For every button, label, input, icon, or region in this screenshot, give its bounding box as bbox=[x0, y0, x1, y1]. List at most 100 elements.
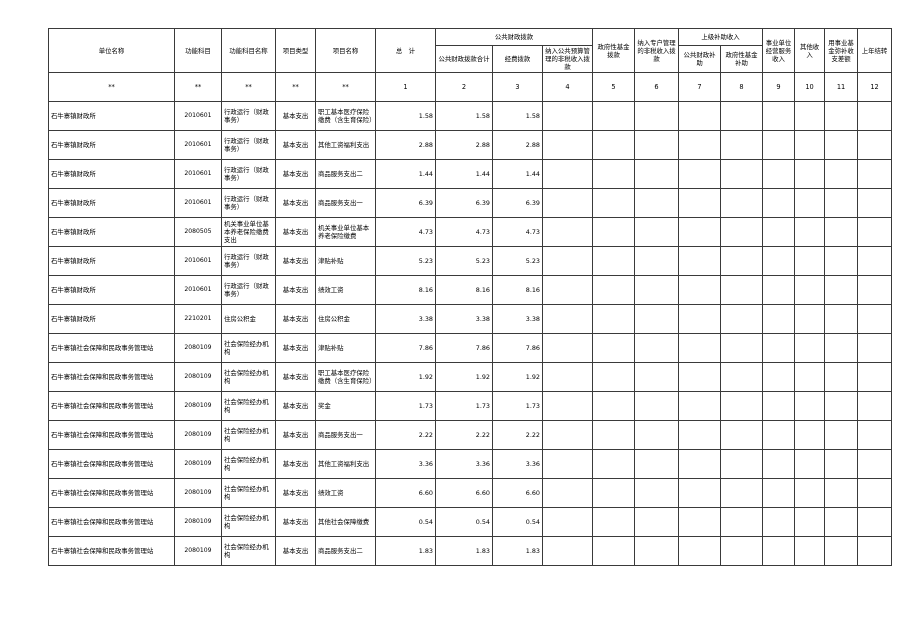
column-number: 3 bbox=[492, 72, 543, 102]
cell-public-finance-total: 3.38 bbox=[435, 304, 493, 334]
cell-gov-fund-allocation bbox=[592, 362, 636, 392]
cell-unit-name: 石牛寨镇社会保障和民政事务管理站 bbox=[48, 478, 175, 508]
cell-other-income bbox=[794, 420, 826, 450]
cell-upper-gov-fund bbox=[720, 507, 764, 537]
marker-cell: ** bbox=[221, 72, 276, 102]
cell-unit-name: 石牛寨镇财政所 bbox=[48, 246, 175, 276]
cell-upper-public-finance bbox=[678, 391, 722, 421]
cell-unit-name: 石牛寨镇财政所 bbox=[48, 130, 175, 160]
cell-public-finance-total: 6.39 bbox=[435, 188, 493, 218]
cell-public-finance-total: 7.86 bbox=[435, 333, 493, 363]
cell-nontax-special-account bbox=[634, 101, 680, 131]
cell-upper-public-finance bbox=[678, 130, 722, 160]
cell-upper-public-finance bbox=[678, 449, 722, 479]
cell-fund-balance-offset bbox=[824, 507, 859, 537]
cell-function-code: 2080109 bbox=[174, 333, 222, 363]
table-row: 石牛寨镇社会保障和民政事务管理站 2080109 社会保险经办机构 基本支出 职工基本医… bbox=[48, 362, 893, 392]
cell-project-name: 机关事业单位基本养老保险缴费 bbox=[315, 217, 376, 247]
cell-operating-allocation: 1.83 bbox=[492, 536, 543, 566]
cell-nontax-in-budget bbox=[541, 188, 594, 218]
cell-gov-fund-allocation bbox=[592, 130, 636, 160]
cell-other-income bbox=[794, 304, 826, 334]
cell-total: 1.92 bbox=[375, 362, 436, 392]
cell-nontax-in-budget bbox=[541, 217, 594, 247]
cell-unit-name: 石牛寨镇财政所 bbox=[48, 217, 175, 247]
cell-function-code: 2210201 bbox=[174, 304, 222, 334]
cell-fund-balance-offset bbox=[824, 217, 859, 247]
cell-project-type: 基本支出 bbox=[275, 420, 316, 450]
cell-operating-allocation: 1.92 bbox=[492, 362, 543, 392]
cell-project-type: 基本支出 bbox=[275, 449, 316, 479]
cell-function-name: 住房公积金 bbox=[221, 304, 276, 334]
column-number: 12 bbox=[857, 72, 893, 102]
cell-upper-public-finance bbox=[678, 217, 722, 247]
cell-upper-gov-fund bbox=[720, 536, 764, 566]
cell-nontax-special-account bbox=[634, 507, 680, 537]
cell-public-finance-total: 0.54 bbox=[435, 507, 493, 537]
header-project-name: 项目名称 bbox=[315, 28, 376, 73]
cell-total: 8.16 bbox=[375, 275, 436, 305]
cell-other-income bbox=[794, 536, 826, 566]
cell-business-service-income bbox=[762, 362, 796, 392]
header-gov-fund-allocation: 政府性基金拨款 bbox=[592, 28, 636, 73]
cell-project-name: 绩效工资 bbox=[315, 275, 376, 305]
cell-public-finance-total: 1.44 bbox=[435, 159, 493, 189]
cell-prior-year-carryover bbox=[857, 391, 893, 421]
cell-total: 1.58 bbox=[375, 101, 436, 131]
cell-other-income bbox=[794, 130, 826, 160]
cell-nontax-special-account bbox=[634, 246, 680, 276]
cell-gov-fund-allocation bbox=[592, 478, 636, 508]
cell-business-service-income bbox=[762, 275, 796, 305]
cell-fund-balance-offset bbox=[824, 391, 859, 421]
cell-project-name: 绩效工资 bbox=[315, 478, 376, 508]
cell-gov-fund-allocation bbox=[592, 333, 636, 363]
cell-function-code: 2080109 bbox=[174, 391, 222, 421]
cell-public-finance-total: 1.73 bbox=[435, 391, 493, 421]
cell-fund-balance-offset bbox=[824, 101, 859, 131]
column-number: 5 bbox=[592, 72, 636, 102]
cell-upper-public-finance bbox=[678, 188, 722, 218]
cell-project-name: 职工基本医疗保险缴费（含生育保险） bbox=[315, 362, 376, 392]
cell-fund-balance-offset bbox=[824, 246, 859, 276]
cell-project-type: 基本支出 bbox=[275, 159, 316, 189]
cell-total: 5.23 bbox=[375, 246, 436, 276]
cell-fund-balance-offset bbox=[824, 275, 859, 305]
column-number: 9 bbox=[762, 72, 796, 102]
cell-project-name: 商品服务支出一 bbox=[315, 420, 376, 450]
cell-business-service-income bbox=[762, 304, 796, 334]
cell-function-code: 2080109 bbox=[174, 362, 222, 392]
cell-fund-balance-offset bbox=[824, 159, 859, 189]
column-number: 4 bbox=[541, 72, 594, 102]
cell-other-income bbox=[794, 362, 826, 392]
cell-operating-allocation: 8.16 bbox=[492, 275, 543, 305]
header-unit-name: 单位名称 bbox=[48, 28, 175, 73]
cell-project-type: 基本支出 bbox=[275, 536, 316, 566]
cell-prior-year-carryover bbox=[857, 101, 893, 131]
cell-project-name: 住房公积金 bbox=[315, 304, 376, 334]
cell-gov-fund-allocation bbox=[592, 507, 636, 537]
cell-nontax-in-budget bbox=[541, 362, 594, 392]
cell-upper-gov-fund bbox=[720, 391, 764, 421]
header-upper-subsidy-group: 上级补助收入 bbox=[678, 28, 764, 46]
cell-fund-balance-offset bbox=[824, 130, 859, 160]
cell-business-service-income bbox=[762, 478, 796, 508]
header-fund-balance-offset: 用事业基金弥补收支差额 bbox=[824, 28, 859, 73]
cell-function-name: 机关事业单位基本养老保险缴费支出 bbox=[221, 217, 276, 247]
cell-function-code: 2010601 bbox=[174, 246, 222, 276]
cell-prior-year-carryover bbox=[857, 188, 893, 218]
cell-upper-public-finance bbox=[678, 275, 722, 305]
cell-unit-name: 石牛寨镇社会保障和民政事务管理站 bbox=[48, 449, 175, 479]
cell-other-income bbox=[794, 101, 826, 131]
cell-prior-year-carryover bbox=[857, 275, 893, 305]
cell-project-type: 基本支出 bbox=[275, 304, 316, 334]
cell-upper-public-finance bbox=[678, 420, 722, 450]
cell-upper-gov-fund bbox=[720, 449, 764, 479]
column-number: 7 bbox=[678, 72, 722, 102]
cell-total: 6.60 bbox=[375, 478, 436, 508]
header-upper-public-finance: 公共财政补助 bbox=[678, 45, 722, 73]
cell-nontax-in-budget bbox=[541, 536, 594, 566]
cell-other-income bbox=[794, 507, 826, 537]
cell-function-code: 2080109 bbox=[174, 536, 222, 566]
cell-project-type: 基本支出 bbox=[275, 246, 316, 276]
cell-operating-allocation: 7.86 bbox=[492, 333, 543, 363]
